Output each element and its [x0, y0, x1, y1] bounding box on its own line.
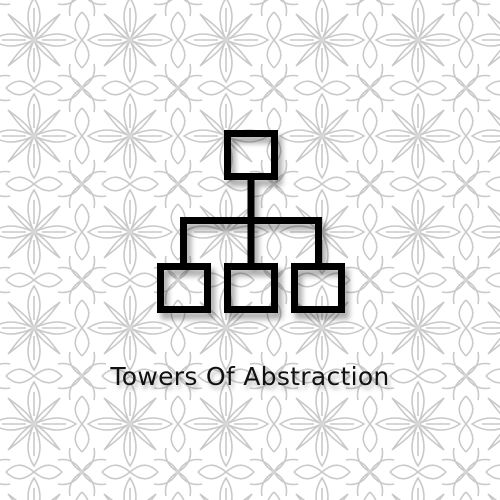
bottom-node-right-icon [291, 263, 345, 313]
cover-title: Towers Of Abstraction [110, 362, 390, 391]
top-node-icon [224, 130, 278, 180]
bottom-node-left-icon [157, 263, 211, 313]
bottom-node-middle-icon [224, 263, 278, 313]
